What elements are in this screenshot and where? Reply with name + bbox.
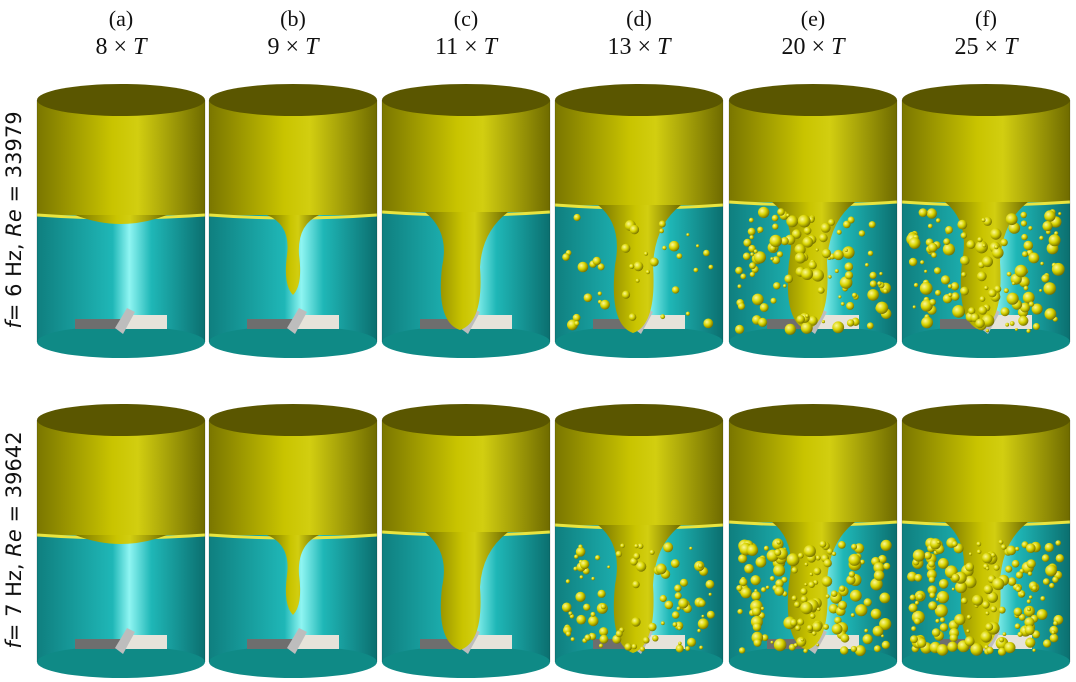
tank-snapshot-row2-col3 bbox=[381, 404, 551, 678]
tank-snapshot-row2-col6 bbox=[901, 404, 1071, 678]
column-label-b: (b) bbox=[280, 6, 306, 31]
column-time-c: 11 × T bbox=[434, 34, 497, 60]
tank-snapshot-row1-col1 bbox=[36, 84, 206, 358]
tank-snapshot-row1-col6 bbox=[901, 84, 1071, 358]
column-label-a: (a) bbox=[108, 6, 134, 31]
column-label-c: (c) bbox=[453, 6, 479, 31]
column-time-b: 9 × T bbox=[267, 34, 319, 60]
column-label-d: (d) bbox=[626, 6, 652, 31]
tank-snapshot-row1-col5 bbox=[728, 84, 898, 358]
tank-snapshot-row2-col1 bbox=[36, 404, 206, 678]
tank-snapshot-row2-col5 bbox=[728, 404, 898, 678]
column-time-a: 8 × T bbox=[95, 34, 147, 60]
tank-snapshot-row1-col2 bbox=[208, 84, 378, 358]
tank-snapshot-row1-col3 bbox=[381, 84, 551, 358]
column-label-e: (e) bbox=[800, 6, 826, 31]
column-time-d: 13 × T bbox=[607, 34, 671, 60]
tank-snapshot-row2-col4 bbox=[554, 404, 724, 678]
tank-snapshot-row1-col4 bbox=[554, 84, 724, 358]
row-label-6hz: f= 6 Hz, Re = 33979 bbox=[2, 111, 26, 329]
row-label-7hz: f= 7 Hz, Re = 39642 bbox=[2, 431, 26, 649]
tank-snapshot-row2-col2 bbox=[208, 404, 378, 678]
column-time-f: 25 × T bbox=[954, 34, 1018, 60]
column-time-e: 20 × T bbox=[781, 34, 845, 60]
column-label-f: (f) bbox=[975, 6, 997, 31]
